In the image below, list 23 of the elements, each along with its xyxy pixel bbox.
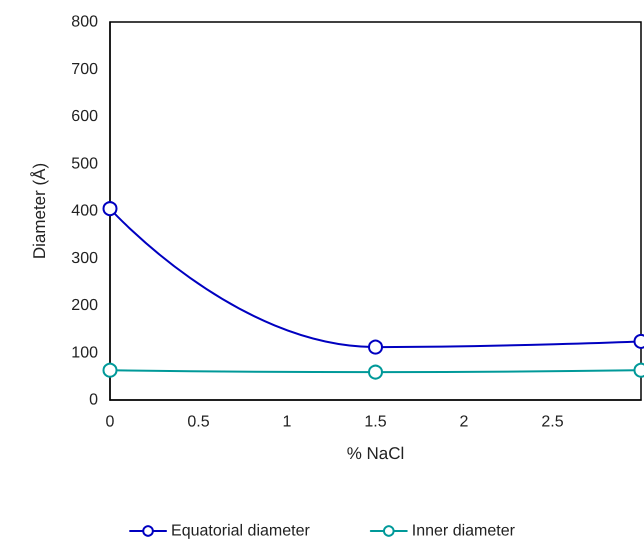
y-axis-title: Diameter (Å) bbox=[30, 162, 49, 260]
y-tick-label: 800 bbox=[71, 14, 98, 30]
x-tick-label: 2.5 bbox=[541, 414, 564, 430]
y-tick-label: 200 bbox=[71, 297, 98, 314]
legend-label: Equatorial diameter bbox=[171, 522, 310, 540]
y-tick-label: 400 bbox=[71, 202, 98, 220]
x-axis-title: % NaCl bbox=[346, 444, 404, 463]
y-tick-label: 600 bbox=[71, 108, 98, 125]
x-tick-label: 0 bbox=[106, 414, 115, 430]
point bbox=[368, 340, 383, 355]
point bbox=[102, 201, 118, 216]
x-tick-label: 1 bbox=[282, 414, 292, 430]
y-tick-label: 500 bbox=[71, 155, 98, 172]
legend-label: Inner diameter bbox=[412, 522, 516, 540]
point bbox=[102, 362, 118, 378]
point bbox=[368, 364, 383, 380]
x-tick-label: 0.5 bbox=[187, 414, 210, 430]
y-tick-label: 300 bbox=[71, 250, 98, 267]
y-tick-label: 0 bbox=[89, 392, 98, 408]
x-tick-label: 2 bbox=[460, 414, 469, 430]
y-tick-label: 100 bbox=[71, 344, 98, 362]
y-tick-label: 700 bbox=[71, 60, 98, 78]
x-tick-label: 1.5 bbox=[364, 414, 387, 430]
